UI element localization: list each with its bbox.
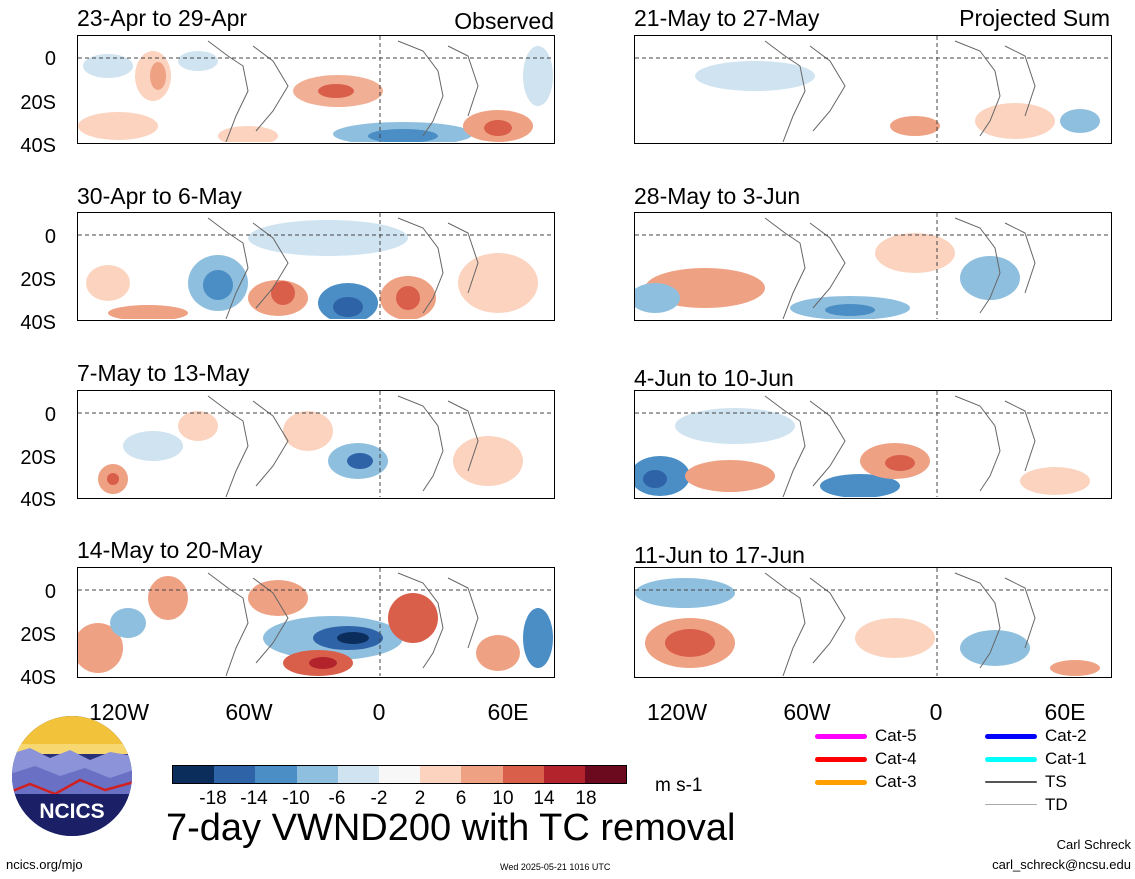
cat1-line [985, 757, 1037, 762]
panel-title-projected-4: 11-Jun to 17-Jun [634, 542, 805, 568]
colorbar-label: 14 [533, 788, 555, 809]
td-label: TD [1045, 795, 1068, 814]
panel-title-observed-2: 30-Apr to 6-May [77, 183, 242, 209]
cat2-label: Cat-2 [1045, 726, 1087, 745]
colorbar-swatch [461, 766, 503, 783]
observed-label: Observed [454, 8, 554, 34]
map-panel-observed-1 [77, 35, 555, 144]
colorbar [172, 765, 627, 784]
colorbar-label: -14 [240, 788, 268, 809]
cat5-label: Cat-5 [875, 726, 917, 745]
ncics-logo: NCICS [10, 714, 134, 838]
lon-tick-0: 0 [929, 699, 943, 725]
panel-title-observed-3: 7-May to 13-May [77, 360, 250, 386]
lat-tick-40s: 40S [20, 667, 56, 689]
lon-tick-60w: 60W [225, 699, 273, 725]
map-panel-observed-3 [77, 390, 555, 499]
colorbar-units: m s-1 [655, 775, 703, 796]
colorbar-swatch [543, 766, 585, 783]
colorbar-label: -18 [199, 788, 227, 809]
colorbar-label: 2 [414, 788, 426, 809]
map-panel-projected-2 [634, 212, 1112, 321]
colorbar-swatch [502, 766, 544, 783]
cat1-label: Cat-1 [1045, 749, 1087, 768]
footer-email: carl_schreck@ncsu.edu [992, 857, 1131, 872]
lat-tick-0: 0 [44, 404, 56, 426]
panel-title-observed-1: 23-Apr to 29-Apr [77, 5, 248, 31]
footer-author: Carl Schreck [1056, 837, 1131, 852]
map-panel-projected-3 [634, 390, 1112, 499]
lon-tick-120w: 120W [88, 699, 150, 725]
ts-label: TS [1045, 772, 1067, 791]
footer-timestamp: Wed 2025-05-21 1016 UTC [500, 862, 611, 872]
footer-url: ncics.org/mjo [6, 857, 83, 872]
panel-title-projected-1: 21-May to 27-May [634, 5, 820, 31]
colorbar-label: 10 [492, 788, 514, 809]
colorbar-label: -2 [370, 788, 388, 809]
lat-tick-20s: 20S [20, 447, 56, 469]
page-title: 7-day VWND200 with TC removal [166, 807, 736, 849]
cat3-line [815, 780, 867, 785]
lat-tick-0: 0 [44, 581, 56, 603]
lat-tick-0: 0 [44, 48, 56, 70]
colorbar-label: 18 [575, 788, 597, 809]
panel-title-projected-3: 4-Jun to 10-Jun [634, 365, 794, 391]
colorbar-swatch [255, 766, 297, 783]
cat4-line [815, 757, 867, 762]
map-panel-observed-2 [77, 212, 555, 321]
lon-tick-0: 0 [372, 699, 386, 725]
lon-tick-60e: 60E [487, 699, 529, 725]
colorbar-label: -6 [328, 788, 346, 809]
lon-tick-60e: 60E [1044, 699, 1086, 725]
lat-tick-20s: 20S [20, 92, 56, 114]
colorbar-label: -10 [282, 788, 310, 809]
map-panel-projected-1 [634, 35, 1112, 144]
lat-tick-0: 0 [44, 226, 56, 248]
projected-sum-label: Projected Sum [959, 5, 1110, 31]
lat-tick-40s: 40S [20, 135, 56, 157]
colorbar-swatch [296, 766, 338, 783]
lat-tick-40s: 40S [20, 312, 56, 334]
map-panel-observed-4 [77, 567, 555, 678]
logo-text: NCICS [39, 800, 104, 823]
cat3-label: Cat-3 [875, 772, 917, 791]
panel-title-observed-4: 14-May to 20-May [77, 537, 263, 563]
panel-title-projected-2: 28-May to 3-Jun [634, 183, 801, 209]
colorbar-swatch [337, 766, 379, 783]
colorbar-swatch [420, 766, 462, 783]
cat2-line [985, 734, 1037, 739]
map-panel-projected-4 [634, 567, 1112, 678]
lat-tick-20s: 20S [20, 624, 56, 646]
cat4-label: Cat-4 [875, 749, 917, 768]
colorbar-label: 6 [455, 788, 467, 809]
lon-tick-60w: 60W [783, 699, 831, 725]
colorbar-swatch [584, 766, 627, 783]
lat-tick-40s: 40S [20, 489, 56, 511]
td-line [985, 804, 1037, 805]
cat5-line [815, 734, 867, 739]
ts-line [985, 781, 1037, 783]
lat-tick-20s: 20S [20, 269, 56, 291]
lon-tick-120w: 120W [646, 699, 708, 725]
colorbar-swatch [378, 766, 421, 783]
colorbar-swatch [173, 766, 215, 783]
colorbar-swatch [214, 766, 256, 783]
